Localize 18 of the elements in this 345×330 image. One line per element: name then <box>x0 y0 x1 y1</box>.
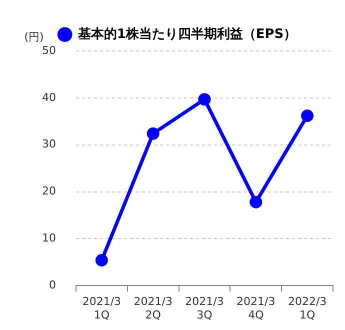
point <box>198 93 211 106</box>
y-tick-label: 40 <box>42 90 56 104</box>
x-tick-label: 2021/3 2Q <box>134 295 172 322</box>
y-axis-title: (円) <box>24 30 44 44</box>
point <box>250 196 262 208</box>
x-tick-label: 2022/3 1Q <box>288 295 327 322</box>
x-tick-label: 2021/3 4Q <box>236 295 276 322</box>
point <box>95 254 108 267</box>
y-tick-label: 30 <box>42 138 56 151</box>
x-tick-label: 2021/3 1Q <box>82 295 122 322</box>
legend-label: 基本的1株当たり四半期利益（EPS） <box>76 26 297 42</box>
y-tick-label: 0 <box>48 278 56 292</box>
x-tick-label: 2021/3 3Q <box>185 295 224 322</box>
point <box>301 110 314 122</box>
y-tick-label: 10 <box>42 232 56 245</box>
y-tick-label: 20 <box>42 184 56 198</box>
y-tick-label: 50 <box>42 44 56 57</box>
point <box>146 127 160 140</box>
